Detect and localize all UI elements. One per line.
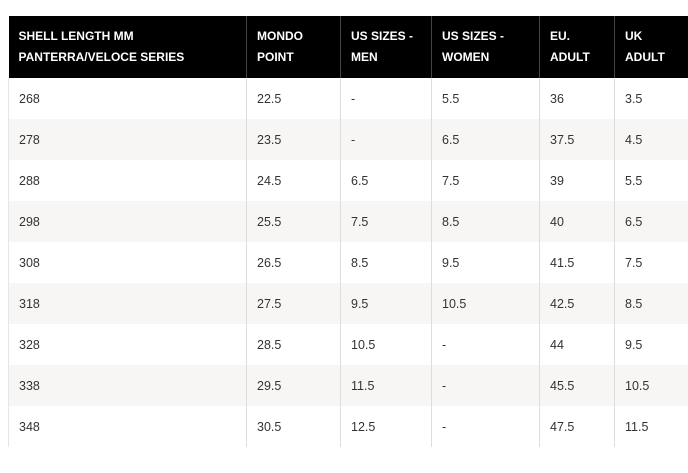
table-cell: 8.5 (340, 242, 432, 283)
table-cell: 328 (8, 324, 247, 365)
table-cell: 10.5 (431, 283, 540, 324)
table-cell: 308 (8, 242, 247, 283)
table-cell: 36 (539, 78, 615, 119)
table-cell: 348 (8, 406, 247, 447)
table-row: 338 29.5 11.5-45.5 10.5 (8, 365, 688, 406)
table-cell: 26.5 (246, 242, 341, 283)
table-cell: 42.5 (539, 283, 615, 324)
table-cell: 9.5 (614, 324, 688, 365)
table-cell: - (340, 119, 432, 160)
table-cell: 45.5 (539, 365, 615, 406)
table-cell: 39 (539, 160, 615, 201)
table-cell: 6.5 (614, 201, 688, 242)
header-line: UK (625, 29, 643, 43)
table-cell: 47.5 (539, 406, 615, 447)
table-row: 318 27.5 9.5 10.5 42.5 8.5 (8, 283, 688, 324)
header-line: SHELL LENGTH MM (18, 29, 134, 43)
table-cell: - (431, 365, 540, 406)
table-row: 298 25.5 7.5 8.5 40 6.5 (8, 201, 688, 242)
header-cell: US SIZES - WOMEN (431, 16, 540, 78)
table-cell: 44 (539, 324, 615, 365)
table-cell: 37.5 (539, 119, 615, 160)
table-cell: 9.5 (431, 242, 540, 283)
header-line: MONDO (257, 29, 303, 43)
table-cell: 28.5 (246, 324, 341, 365)
header-cell: EU. ADULT (539, 16, 615, 78)
table-row: 348 30.5 12.5-47.5 11.5 (8, 406, 688, 447)
header-line: PANTERRA/VELOCE SERIES (18, 50, 185, 64)
table-cell: 25.5 (246, 201, 341, 242)
table-cell: 278 (8, 119, 247, 160)
table-cell: 11.5 (340, 365, 432, 406)
table-cell: 4.5 (614, 119, 688, 160)
table-cell: 8.5 (431, 201, 540, 242)
table-row: 288 24.5 6.5 7.5 39 5.5 (8, 160, 688, 201)
table-cell: 10.5 (340, 324, 432, 365)
table-cell: 6.5 (340, 160, 432, 201)
table-cell: 12.5 (340, 406, 432, 447)
table-cell: 338 (8, 365, 247, 406)
table-cell: 5.5 (614, 160, 688, 201)
header-line: US SIZES - (442, 29, 505, 43)
table-cell: 9.5 (340, 283, 432, 324)
table-cell: 5.5 (431, 78, 540, 119)
header-line: EU. (550, 29, 571, 43)
table-cell: 11.5 (614, 406, 688, 447)
table-cell: 318 (8, 283, 247, 324)
table-cell: 288 (8, 160, 247, 201)
table-cell: 6.5 (431, 119, 540, 160)
table-cell: 7.5 (340, 201, 432, 242)
header-line: ADULT (550, 50, 590, 64)
table-cell: 41.5 (539, 242, 615, 283)
table-cell: 27.5 (246, 283, 341, 324)
table-cell: 10.5 (614, 365, 688, 406)
header-cell: UK ADULT (614, 16, 688, 78)
table-cell: 8.5 (614, 283, 688, 324)
table-cell: 7.5 (431, 160, 540, 201)
table-body: 268 22.5-5.5 36 3.5 278 23.5-6.5 37.5 4.5 288 24.… (8, 78, 688, 447)
header-line: POINT (257, 50, 294, 64)
header-cell: US SIZES - MEN (340, 16, 432, 78)
table-cell: 23.5 (246, 119, 341, 160)
table-cell: 29.5 (246, 365, 341, 406)
table-cell: 40 (539, 201, 615, 242)
table-cell: 22.5 (246, 78, 341, 119)
header-line: MEN (351, 50, 378, 64)
table-cell: 268 (8, 78, 247, 119)
header-cell: MONDO POINT (246, 16, 341, 78)
table-cell: - (431, 406, 540, 447)
header-row: SHELL LENGTH MM PANTERRA/VELOCE SERIES MON… (8, 16, 688, 78)
table-cell: 3.5 (614, 78, 688, 119)
table-cell: - (431, 324, 540, 365)
header-line: ADULT (625, 50, 665, 64)
size-table: SHELL LENGTH MM PANTERRA/VELOCE SERIES MON… (8, 16, 688, 447)
header-line: WOMEN (442, 50, 490, 64)
table-row: 278 23.5-6.5 37.5 4.5 (8, 119, 688, 160)
table-cell: 30.5 (246, 406, 341, 447)
table-cell: - (340, 78, 432, 119)
table-cell: 7.5 (614, 242, 688, 283)
table-row: 308 26.5 8.5 9.5 41.5 7.5 (8, 242, 688, 283)
table-cell: 298 (8, 201, 247, 242)
header-cell: SHELL LENGTH MM PANTERRA/VELOCE SERIES (8, 16, 247, 78)
table-row: 268 22.5-5.5 36 3.5 (8, 78, 688, 119)
header-line: US SIZES - (351, 29, 414, 43)
table-cell: 24.5 (246, 160, 341, 201)
table-row: 328 28.5 10.5-44 9.5 (8, 324, 688, 365)
